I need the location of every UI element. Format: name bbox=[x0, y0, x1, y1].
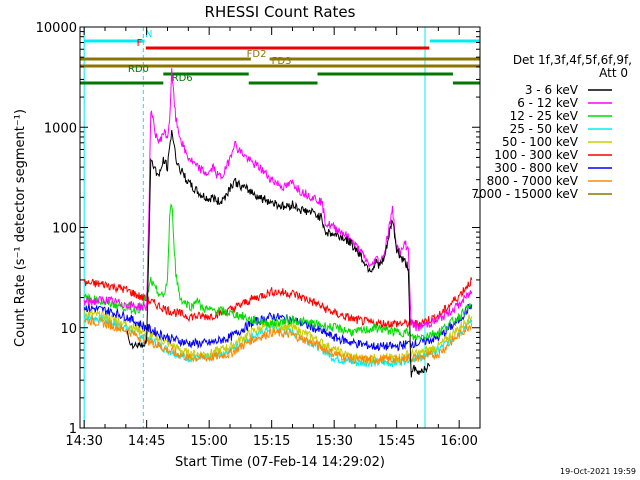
x-tick-label-5: 15:45 bbox=[378, 434, 415, 449]
x-tick-label-2: 15:00 bbox=[190, 434, 227, 449]
legend-label-4: 50 - 100 keV bbox=[502, 135, 579, 149]
flag-label-rd6: RD6 bbox=[172, 73, 193, 84]
flag-label-n: N bbox=[145, 29, 152, 40]
x-tick-label-6: 16:00 bbox=[440, 434, 477, 449]
legend-title-line-2: Att 0 bbox=[599, 66, 628, 80]
series-line-2 bbox=[83, 203, 472, 341]
x-tick-label-1: 14:45 bbox=[128, 434, 165, 449]
legend-label-5: 100 - 300 keV bbox=[494, 148, 578, 162]
plot-area: NF FD2 FD3 RD0 RD6 bbox=[80, 27, 481, 428]
legend-label-7: 800 - 7000 keV bbox=[487, 174, 579, 188]
y-tick-label-1: 10 bbox=[60, 322, 77, 337]
y-tick-label-3: 1000 bbox=[44, 121, 77, 136]
y-axis-label: Count Rate (s⁻¹ detector segment⁻¹) bbox=[13, 109, 28, 347]
legend-label-6: 300 - 800 keV bbox=[494, 161, 578, 175]
legend-label-3: 25 - 50 keV bbox=[510, 122, 579, 136]
flag-label-fd2: FD2 bbox=[247, 49, 267, 60]
series-line-1 bbox=[83, 68, 473, 332]
plot-frame bbox=[79, 26, 481, 429]
date-stamp: 19-Oct-2021 19:59 bbox=[560, 467, 636, 476]
chart-title: RHESSI Count Rates bbox=[205, 3, 356, 21]
flag-label-fd3: FD3 bbox=[272, 56, 292, 67]
legend-label-0: 3 - 6 keV bbox=[525, 83, 579, 97]
x-axis-label: Start Time (07-Feb-14 14:29:02) bbox=[175, 455, 385, 470]
x-tick-label-3: 15:15 bbox=[253, 434, 290, 449]
series-line-0 bbox=[126, 129, 431, 378]
x-tick-label-0: 14:30 bbox=[65, 434, 102, 449]
flag-label-rd0: RD0 bbox=[128, 64, 149, 75]
y-tick-label-2: 100 bbox=[52, 222, 77, 237]
series-line-7 bbox=[83, 315, 473, 366]
flag-label-f: F bbox=[137, 38, 143, 49]
series-line-5 bbox=[83, 277, 473, 330]
x-tick-label-4: 15:30 bbox=[315, 434, 352, 449]
legend-title-line-1: Det 1f,3f,4f,5f,6f,9f, bbox=[513, 53, 632, 67]
y-tick-label-4: 10000 bbox=[36, 21, 77, 36]
legend-label-1: 6 - 12 keV bbox=[517, 96, 579, 110]
legend: Det 1f,3f,4f,5f,6f,9f, Att 0 3 - 6 keV6 … bbox=[471, 53, 632, 201]
legend-label-8: 7000 - 15000 keV bbox=[471, 187, 578, 201]
axes: 14:30 14:45 15:00 15:15 15:30 15:45 16:00 1 10 10… bbox=[36, 21, 481, 449]
y-tick-label-0: 1 bbox=[69, 422, 77, 437]
series-line-6 bbox=[83, 303, 473, 352]
legend-label-2: 12 - 25 keV bbox=[510, 109, 579, 123]
